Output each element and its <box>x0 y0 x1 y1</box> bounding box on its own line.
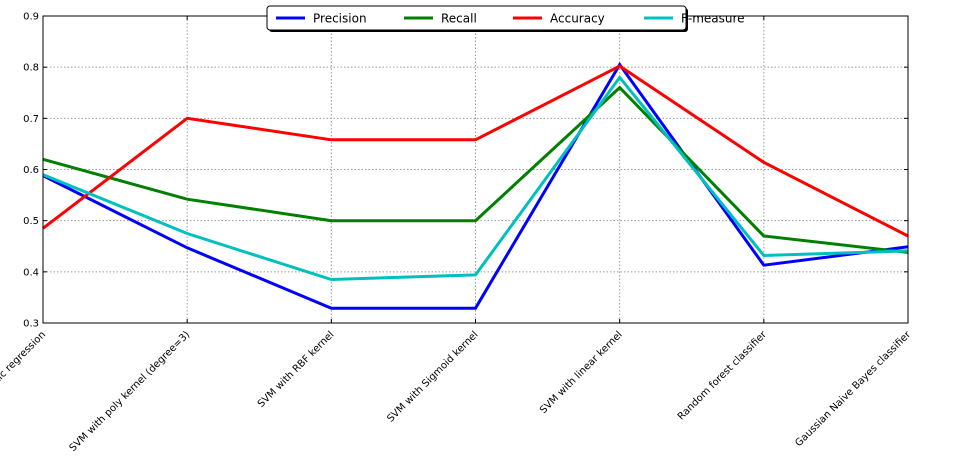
legend-label: Recall <box>441 12 477 26</box>
series-line-precision <box>42 61 909 310</box>
series-line-accuracy <box>42 64 909 238</box>
x-tick-label: SVM with linear kernel <box>538 329 625 416</box>
x-tick-label: Random forest classifier <box>676 329 770 423</box>
x-tick-label: SVM with Sigmoid kernel <box>385 329 480 424</box>
legend-label: Precision <box>313 12 367 26</box>
x-tick-label: Logistic regression <box>0 329 48 403</box>
y-tick-label: 0.6 <box>23 165 39 176</box>
legend-label: F-measure <box>681 12 745 26</box>
x-tick-label: SVM with poly kernel (degree=3) <box>68 329 193 454</box>
y-tick-label: 0.4 <box>23 267 39 278</box>
y-tick-label: 0.7 <box>23 114 39 125</box>
series-lines <box>42 61 909 310</box>
x-tick-label: SVM with RBF kernel <box>256 329 337 410</box>
y-tick-label: 0.3 <box>23 319 39 330</box>
y-tick-label: 0.9 <box>23 12 39 23</box>
y-axis-tick-labels: 0.3 0.4 0.5 0.6 0.7 0.8 0.9 <box>23 12 39 330</box>
legend-box <box>266 5 687 31</box>
legend-label: Accuracy <box>550 12 605 26</box>
axis-ticks <box>42 15 909 324</box>
x-tick-label: Gaussian Naive Bayes classifier <box>793 329 913 449</box>
x-axis-tick-labels: Logistic regression SVM with poly kernel … <box>0 329 914 454</box>
y-tick-label: 0.8 <box>23 63 39 74</box>
series-line-recall <box>42 85 909 254</box>
legend: Precision Recall Accuracy F-measure <box>266 5 745 32</box>
y-tick-label: 0.5 <box>23 216 39 227</box>
series-line-f-measure <box>42 74 909 282</box>
